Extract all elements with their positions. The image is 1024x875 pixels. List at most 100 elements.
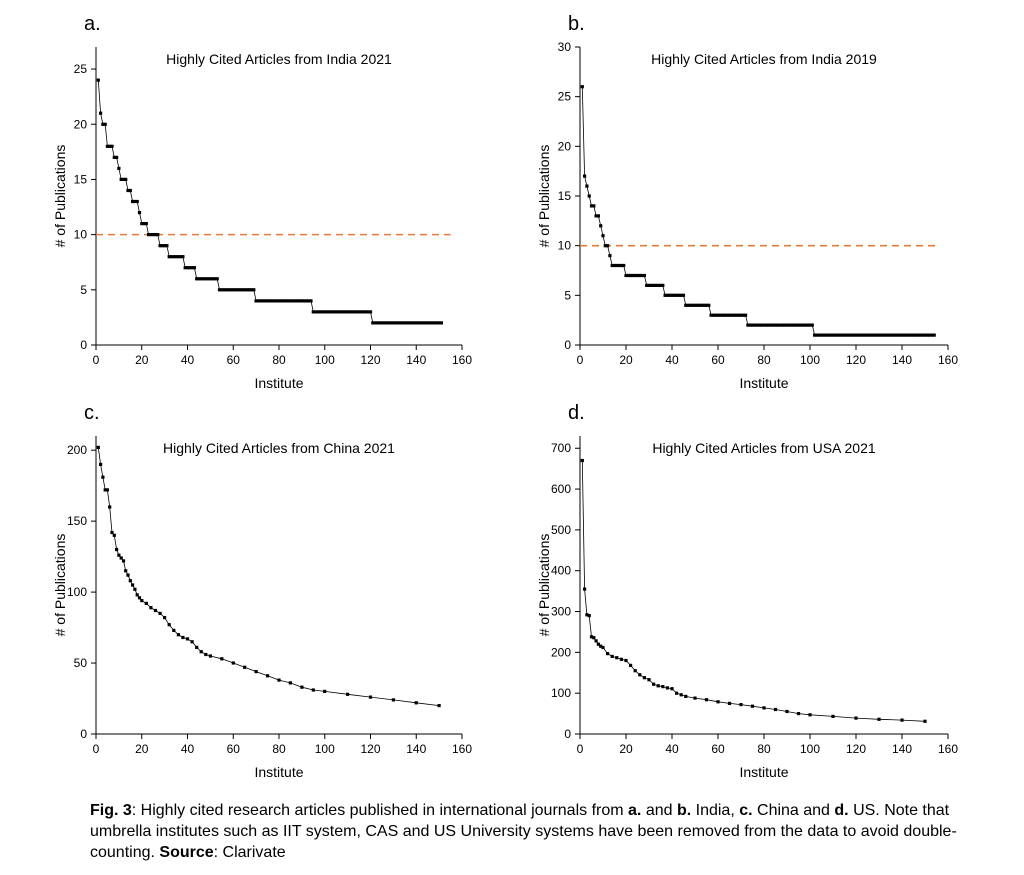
data-point: [103, 488, 107, 492]
data-point: [128, 579, 132, 583]
data-point: [594, 639, 598, 643]
data-point: [870, 333, 874, 337]
data-point: [245, 288, 249, 292]
data-point: [311, 688, 315, 692]
data-point: [649, 283, 653, 287]
data-point: [730, 313, 734, 317]
panel-label: b.: [568, 13, 585, 35]
x-tick-label: 120: [360, 353, 380, 367]
data-point: [204, 652, 208, 657]
data-point: [158, 244, 162, 248]
caption-text-3: India,: [691, 802, 740, 819]
y-tick-label: 300: [551, 605, 571, 619]
data-point: [760, 323, 764, 327]
data-point: [295, 299, 299, 303]
data-point: [615, 656, 619, 660]
data-point: [780, 323, 784, 327]
data-point: [606, 244, 610, 248]
data-point: [334, 310, 338, 314]
y-tick-label: 20: [558, 139, 572, 153]
data-point: [327, 310, 331, 314]
data-point: [183, 266, 187, 270]
data-point: [868, 333, 872, 337]
x-tick-label: 120: [846, 353, 866, 367]
data-point: [101, 122, 105, 126]
data-point: [739, 703, 743, 707]
data-point: [375, 321, 379, 325]
data-point: [854, 333, 858, 337]
data-point: [336, 310, 341, 314]
data-point: [624, 273, 628, 278]
data-point: [656, 684, 660, 688]
data-point: [371, 321, 375, 325]
x-tick-label: 20: [619, 353, 633, 367]
data-point: [300, 299, 304, 303]
x-axis-label: Institute: [254, 764, 303, 780]
data-point: [115, 547, 119, 552]
data-point: [773, 707, 778, 712]
y-tick-label: 10: [558, 239, 572, 253]
data-point: [266, 299, 270, 303]
data-point: [101, 475, 105, 479]
data-point: [199, 277, 203, 281]
data-point: [96, 445, 100, 449]
data-point: [638, 273, 642, 278]
x-tick-label: 60: [711, 742, 725, 756]
data-point: [585, 613, 589, 617]
data-point: [222, 288, 226, 292]
data-point: [831, 333, 835, 337]
caption-text-2: and: [641, 802, 677, 819]
data-point: [863, 333, 867, 337]
data-point: [167, 623, 171, 627]
data-point: [658, 283, 663, 287]
data-point: [875, 333, 879, 337]
data-point: [352, 310, 357, 314]
data-point: [325, 310, 329, 314]
data-point: [407, 321, 411, 325]
caption-fig-label: Fig. 3: [90, 802, 132, 819]
data-point: [635, 273, 640, 278]
caption-text-5: US. Note that umbrella institutes such a…: [90, 802, 957, 861]
data-point: [252, 288, 256, 292]
x-tick-label: 40: [181, 353, 195, 367]
data-point: [909, 333, 913, 337]
data-point: [96, 78, 100, 82]
x-tick-label: 80: [757, 742, 771, 756]
data-point: [840, 333, 844, 337]
data-point: [149, 233, 153, 237]
data-point: [796, 323, 801, 327]
data-point: [192, 266, 196, 270]
data-point: [208, 654, 212, 658]
data-point: [144, 222, 148, 226]
data-point: [195, 645, 199, 649]
data-point: [882, 333, 886, 337]
y-tick-label: 200: [67, 443, 87, 457]
data-point: [277, 678, 281, 682]
data-point: [249, 288, 254, 292]
data-point: [368, 310, 373, 314]
x-tick-label: 160: [452, 353, 472, 367]
data-point: [893, 333, 897, 337]
data-point: [859, 333, 863, 337]
y-tick-label: 400: [551, 564, 571, 578]
data-point: [902, 333, 906, 337]
data-point: [320, 310, 325, 314]
data-point: [608, 254, 612, 258]
data-point: [199, 650, 203, 654]
data-point: [640, 273, 644, 278]
data-point: [426, 321, 430, 325]
y-tick-label: 5: [80, 283, 87, 297]
y-axis-label: # of Publications: [536, 145, 552, 248]
data-point: [787, 323, 791, 327]
y-tick-label: 5: [564, 288, 571, 302]
data-point: [679, 693, 683, 697]
data-point: [642, 273, 646, 278]
data-point: [923, 719, 927, 723]
data-point: [688, 303, 692, 307]
data-point: [596, 214, 600, 218]
data-point: [229, 288, 233, 292]
x-tick-label: 20: [135, 742, 149, 756]
caption-source-text: : Clarivate: [213, 844, 286, 861]
data-point: [298, 299, 302, 303]
data-point: [201, 277, 206, 281]
